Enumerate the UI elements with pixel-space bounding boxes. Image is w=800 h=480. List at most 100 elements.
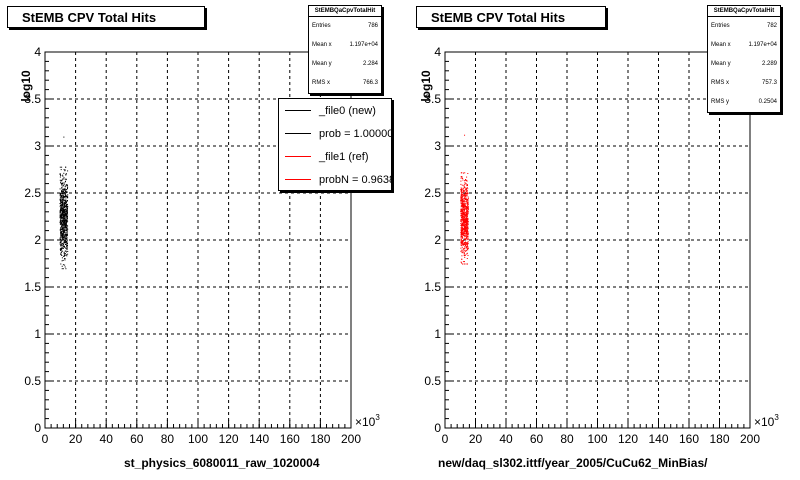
data-point (61, 265, 63, 267)
x-multiplier-exponent: 3 (375, 413, 380, 422)
x-tick-label: 160 (280, 432, 300, 446)
data-point (466, 191, 468, 193)
data-point (65, 191, 66, 192)
data-point (467, 242, 469, 244)
data-point (462, 244, 464, 246)
data-point (60, 227, 62, 229)
data-point (61, 229, 63, 230)
data-point (59, 176, 61, 178)
data-point (461, 191, 463, 193)
data-point (461, 246, 463, 248)
data-point (61, 239, 63, 241)
data-point (59, 195, 61, 197)
data-point (62, 259, 64, 261)
data-point (63, 245, 65, 247)
data-point (61, 226, 63, 228)
data-point (63, 183, 65, 185)
data-point (461, 240, 463, 242)
data-point (462, 223, 464, 225)
data-point (61, 222, 63, 223)
data-point (466, 237, 468, 239)
data-point (62, 214, 64, 215)
data-point (467, 203, 469, 205)
data-point (464, 256, 466, 258)
data-point (463, 203, 465, 205)
data-point (64, 234, 66, 236)
data-point (60, 216, 62, 218)
data-point (460, 198, 462, 200)
data-point (64, 255, 65, 257)
data-point (467, 221, 469, 223)
data-point (465, 183, 467, 185)
data-point (63, 198, 65, 200)
data-point (66, 227, 68, 229)
data-point (62, 228, 64, 230)
data-point (465, 242, 467, 244)
data-point (62, 220, 64, 221)
data-point (61, 214, 63, 216)
data-point (466, 236, 468, 238)
data-point (62, 244, 64, 246)
data-point (465, 235, 466, 237)
data-point (462, 242, 464, 244)
data-point (467, 196, 469, 198)
data-point (67, 208, 68, 209)
data-point (465, 222, 466, 223)
data-point (64, 229, 66, 231)
data-point (466, 232, 468, 234)
data-point (60, 202, 62, 203)
data-point (60, 235, 62, 237)
data-point (60, 199, 62, 201)
data-point (67, 220, 69, 222)
data-point (463, 216, 465, 218)
data-point (60, 245, 62, 247)
data-point (65, 227, 67, 229)
data-point (61, 233, 63, 235)
data-point (464, 244, 466, 246)
data-point (460, 223, 462, 225)
data-point (460, 176, 462, 178)
data-point (66, 213, 68, 215)
data-point (466, 249, 468, 251)
data-point (467, 203, 469, 205)
data-point (462, 228, 464, 229)
data-point (463, 253, 465, 255)
y-tick-label: 4 (434, 45, 441, 59)
data-point (60, 252, 62, 254)
data-point (466, 179, 468, 181)
data-point (62, 264, 64, 266)
data-point (63, 177, 65, 179)
data-point (460, 261, 462, 263)
data-point (465, 232, 467, 234)
data-point (64, 246, 66, 248)
y-tick-label: 0.5 (24, 374, 41, 388)
data-point (465, 238, 467, 240)
data-point (467, 228, 469, 230)
data-point (466, 226, 468, 228)
data-point (64, 212, 66, 214)
data-point (462, 201, 464, 203)
data-point (59, 206, 61, 208)
data-point (65, 211, 67, 213)
data-point (60, 207, 62, 209)
data-point (62, 200, 64, 202)
data-point (65, 196, 67, 197)
data-point (467, 235, 469, 237)
data-point (64, 211, 66, 213)
data-point (60, 244, 61, 246)
data-point (67, 200, 68, 201)
data-point (462, 235, 464, 236)
data-point (65, 218, 67, 220)
data-point (62, 227, 64, 228)
data-point (60, 203, 62, 205)
data-point (467, 205, 469, 207)
data-point (67, 225, 69, 227)
data-point (66, 248, 68, 250)
legend-item: prob = 1.000000 (279, 122, 391, 145)
data-point (61, 188, 63, 190)
data-point (65, 206, 67, 208)
data-point (60, 241, 62, 243)
data-point (66, 211, 68, 213)
data-point (65, 235, 67, 237)
data-point (462, 194, 463, 196)
